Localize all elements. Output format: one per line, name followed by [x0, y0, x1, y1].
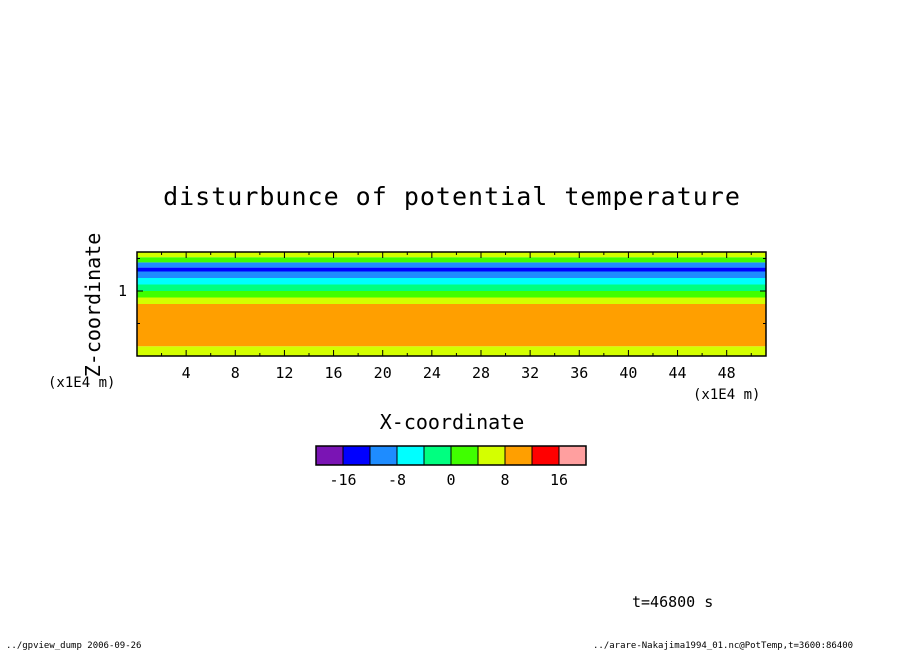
colorbar-cell-4 — [424, 446, 451, 465]
heatmap-band-5 — [137, 278, 766, 285]
x-axis-label: X-coordinate — [379, 410, 525, 434]
heatmap-band-2 — [137, 297, 766, 304]
colorbar-label: 8 — [500, 471, 509, 489]
heatmap-band-0 — [137, 346, 766, 356]
colorbar: -16 -8 0 8 16 — [315, 445, 587, 489]
x-tick-label: 8 — [231, 364, 240, 382]
x-tick-label: 48 — [718, 364, 736, 382]
x-tick-label: 28 — [472, 364, 490, 382]
time-label: t=46800 s — [632, 593, 714, 611]
heatmap-band-4 — [137, 284, 766, 291]
colorbar-cell-6 — [478, 446, 505, 465]
footer-left: ../gpview_dump 2006-09-26 — [6, 641, 142, 651]
footer-right: ../arare-Nakajima1994_01.nc@PotTemp,t=36… — [593, 641, 854, 651]
colorbar-cell-5 — [451, 446, 478, 465]
colorbar-cell-1 — [343, 446, 370, 465]
heatmap-band-8 — [137, 262, 766, 268]
x-tick-label: 32 — [521, 364, 539, 382]
heatmap-band-1 — [137, 304, 766, 347]
colorbar-border — [315, 445, 587, 466]
y-unit-label: (x1E4 m) — [48, 375, 116, 391]
heatmap-band-6 — [137, 271, 766, 278]
x-tick-label: 16 — [325, 364, 343, 382]
colorbar-cell-8 — [532, 446, 559, 465]
x-tick-label: 4 — [182, 364, 191, 382]
plot-border — [136, 251, 767, 357]
heatmap-band-10 — [137, 252, 766, 258]
colorbar-cell-9 — [559, 446, 586, 465]
colorbar-label: -8 — [388, 471, 406, 489]
y-ticks: 1 — [118, 258, 766, 324]
x-unit-label: (x1E4 m) — [693, 387, 761, 403]
heatmap-band-3 — [137, 291, 766, 298]
x-ticks: 4 8 12 16 20 24 28 32 36 40 44 48 — [161, 252, 752, 382]
x-tick-label: 40 — [619, 364, 637, 382]
chart-title: disturbunce of potential temperature — [163, 182, 741, 211]
plot-frame — [136, 251, 767, 357]
colorbar-label: 0 — [446, 471, 455, 489]
colorbar-cell-0 — [316, 446, 343, 465]
colorbar-cell-2 — [370, 446, 397, 465]
y-tick-label: 1 — [118, 282, 127, 300]
colorbar-cell-3 — [397, 446, 424, 465]
heatmap-band-9 — [137, 257, 766, 263]
heatmap-field — [137, 252, 766, 356]
colorbar-label: 16 — [550, 471, 568, 489]
x-tick-label: 44 — [669, 364, 687, 382]
x-tick-label: 20 — [374, 364, 392, 382]
colorbar-label: -16 — [329, 471, 356, 489]
x-tick-label: 36 — [570, 364, 588, 382]
x-tick-label: 24 — [423, 364, 441, 382]
heatmap-band-7 — [137, 267, 766, 272]
colorbar-cell-7 — [505, 446, 532, 465]
x-tick-label: 12 — [275, 364, 293, 382]
